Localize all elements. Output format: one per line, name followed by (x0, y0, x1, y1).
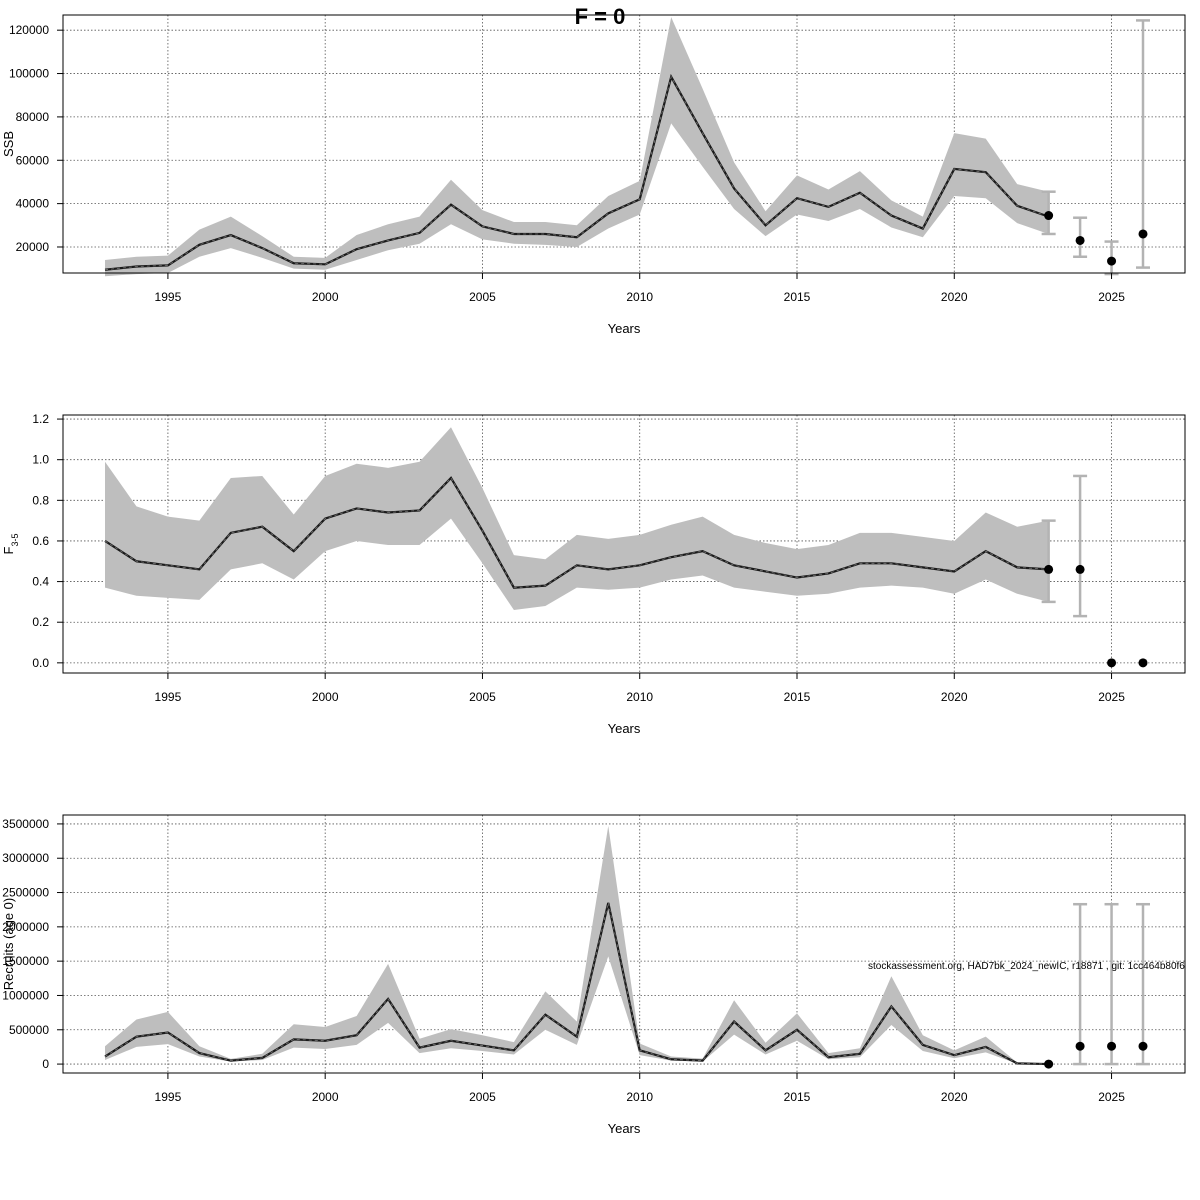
y-tick-label: 0.8 (32, 493, 49, 507)
footnote: stockassessment.org, HAD7bk_2024_newIC, … (868, 961, 1185, 972)
forecast-errorbar (1136, 902, 1150, 1066)
forecast-point (1107, 658, 1117, 668)
forecast-point (1075, 1041, 1085, 1051)
forecast-errorbar (1104, 902, 1119, 1066)
forecast-errorbar (1073, 902, 1088, 1066)
y-tick-label: 3500000 (2, 817, 49, 831)
y-tick-label: 1.0 (32, 453, 49, 467)
x-tick-label: 1995 (155, 1090, 182, 1104)
forecast-point (1075, 564, 1085, 574)
x-axis-label: Years (608, 721, 641, 736)
x-tick-label: 2000 (312, 290, 339, 304)
y-tick-label: 100000 (9, 67, 49, 81)
forecast-errorbar (1136, 19, 1150, 269)
forecast-point (1138, 658, 1148, 668)
y-axis-label: F3-5 (1, 534, 20, 555)
y-tick-label: 1500000 (2, 954, 49, 968)
x-tick-label: 2025 (1098, 290, 1125, 304)
x-tick-label: 2015 (784, 290, 811, 304)
forecast-point (1107, 1041, 1117, 1051)
panel-recruits: 1995 2000 2005 2010 2015 2020 2025 0 500000 10000… (1, 814, 1186, 1136)
y-axis-label: Recruits (age 0) (1, 898, 16, 990)
y-tick-label: 60000 (16, 153, 50, 167)
x-tick-label: 2020 (941, 290, 968, 304)
forecast-point (1138, 1041, 1148, 1051)
x-tick-label: 2010 (626, 1090, 653, 1104)
panel-f35: 1995 2000 2005 2010 2015 2020 2025 0.0 0.2 0.4 0.6… (1, 412, 1186, 736)
y-axis-label: SSB (1, 131, 16, 157)
forecast-point (1044, 564, 1054, 574)
forecast-point (1075, 235, 1085, 245)
y-tick-label: 1000000 (2, 988, 49, 1002)
forecast-point (1044, 1059, 1054, 1069)
y-tick-label: 2500000 (2, 886, 49, 900)
plot-frame (62, 414, 1186, 674)
figure-title: F = 0 (575, 4, 626, 29)
x-tick-label: 2000 (312, 690, 339, 704)
y-tick-label: 120000 (9, 23, 49, 37)
estimate-dash (104, 477, 1049, 589)
forecast-point (1138, 229, 1148, 239)
plot-frame (62, 14, 1186, 274)
y-tick-label: 40000 (16, 197, 50, 211)
estimate-dash (104, 75, 1049, 271)
x-axis-label: Years (608, 321, 641, 336)
x-tick-label: 1995 (155, 690, 182, 704)
x-tick-label: 2005 (469, 1090, 496, 1104)
forecast-errorbar (1041, 519, 1056, 604)
forecast-errorbar (1073, 474, 1088, 618)
y-tick-label: 1.2 (32, 412, 49, 426)
panel-ssb: 1995 2000 2005 2010 2015 2020 2025 20000 40000 60… (1, 14, 1186, 336)
x-tick-label: 2005 (469, 690, 496, 704)
y-tick-label: 500000 (9, 1023, 49, 1037)
y-tick-label: 0.6 (32, 534, 49, 548)
confidence-band (105, 17, 1049, 277)
x-tick-label: 2025 (1098, 690, 1125, 704)
confidence-band (105, 825, 1049, 1065)
y-tick-label: 2000000 (2, 920, 49, 934)
x-tick-label: 2010 (626, 690, 653, 704)
forecast-point (1044, 211, 1054, 221)
forecast-point (1107, 256, 1117, 266)
x-axis-label: Years (608, 1121, 641, 1136)
estimate-dash (104, 902, 1049, 1065)
y-tick-label: 80000 (16, 110, 50, 124)
x-tick-label: 1995 (155, 290, 182, 304)
x-tick-label: 2020 (941, 1090, 968, 1104)
x-tick-label: 2010 (626, 290, 653, 304)
y-tick-label: 0.2 (32, 615, 49, 629)
x-tick-label: 2015 (784, 690, 811, 704)
x-tick-label: 2025 (1098, 1090, 1125, 1104)
y-tick-label: 0.4 (32, 575, 49, 589)
x-tick-label: 2000 (312, 1090, 339, 1104)
x-tick-label: 2020 (941, 690, 968, 704)
x-tick-label: 2005 (469, 290, 496, 304)
plot-frame (62, 814, 1186, 1074)
confidence-band (105, 427, 1049, 611)
y-tick-label: 0.0 (32, 656, 49, 670)
x-tick-label: 2015 (784, 1090, 811, 1104)
y-tick-label: 20000 (16, 240, 50, 254)
y-tick-label: 0 (42, 1057, 49, 1071)
y-tick-label: 3000000 (2, 851, 49, 865)
